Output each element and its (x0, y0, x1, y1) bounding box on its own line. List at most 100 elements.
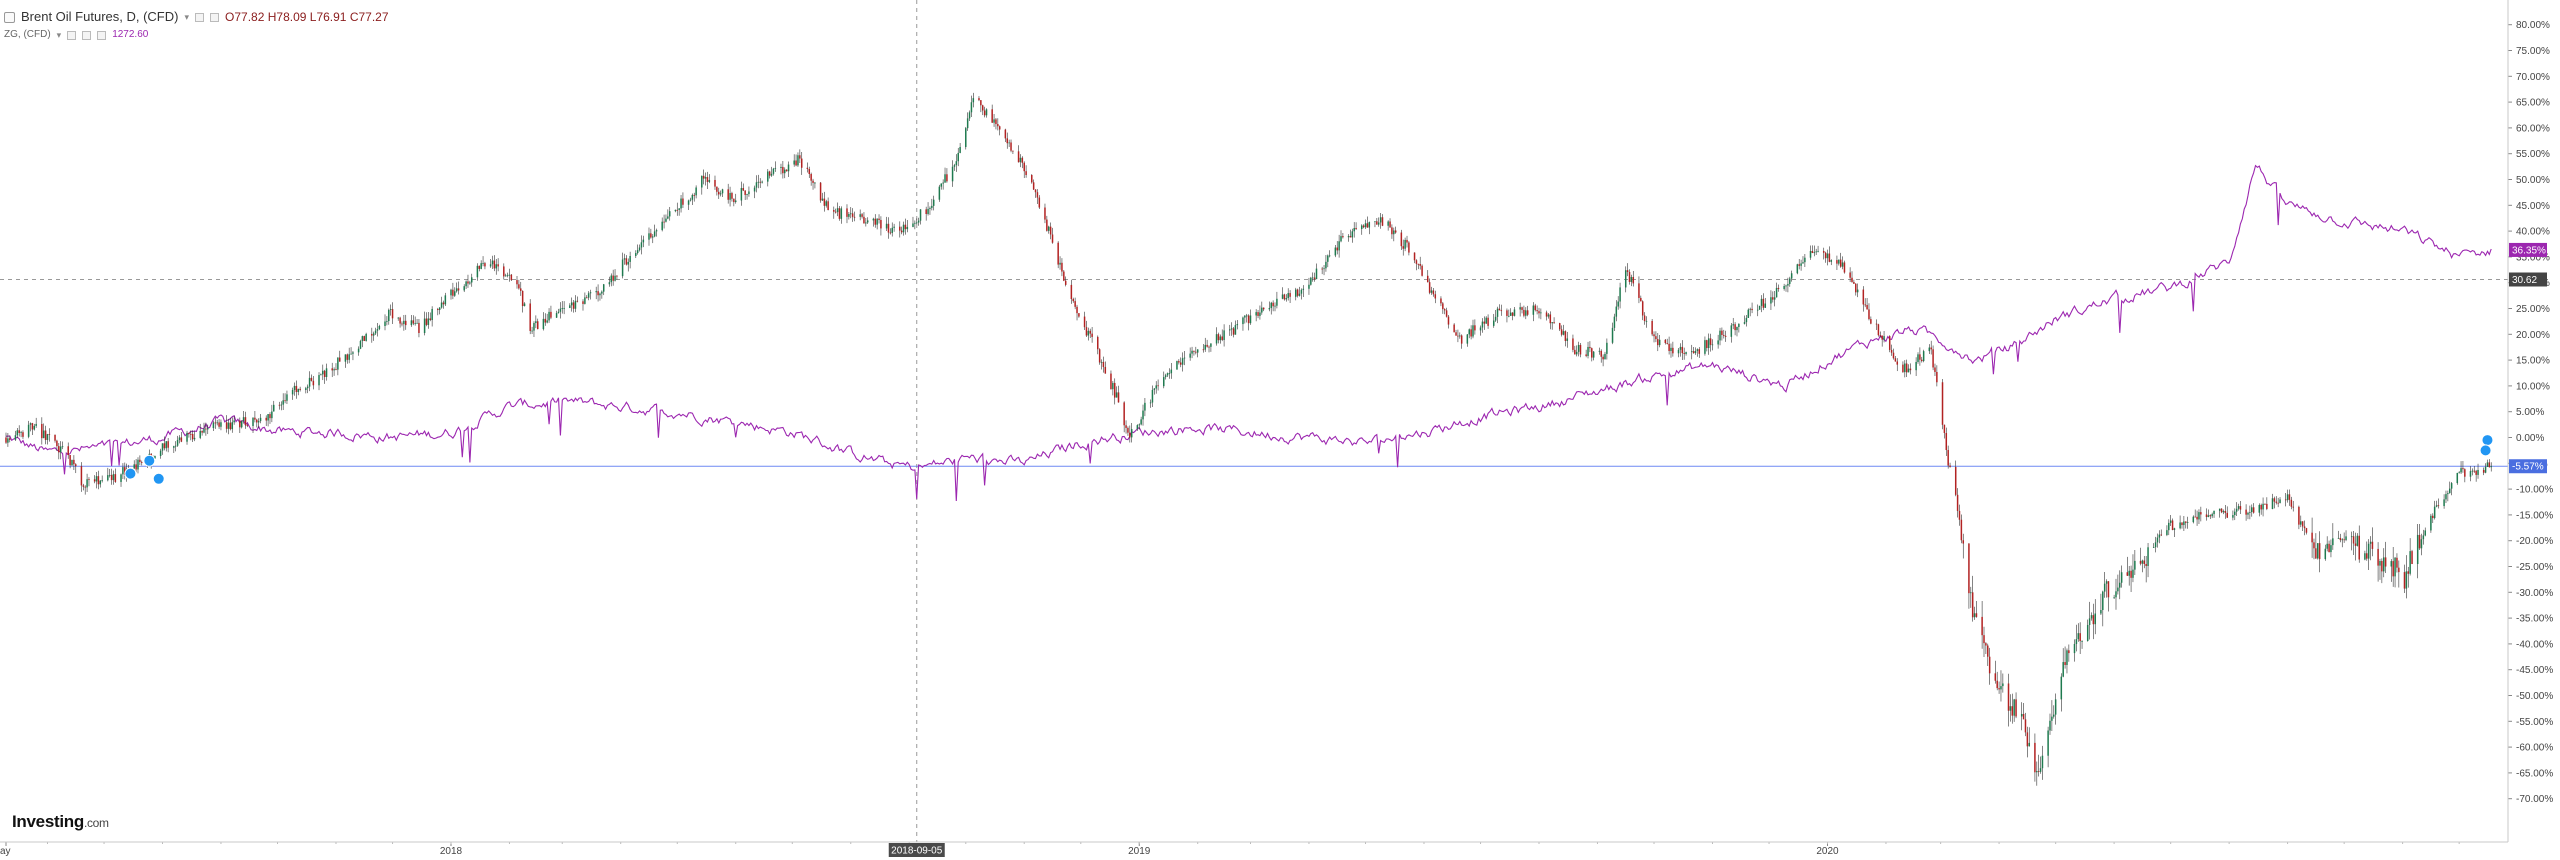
candle (1023, 161, 1025, 179)
y-tick-label: 10.00% (2516, 381, 2550, 392)
event-marker[interactable] (2481, 434, 2494, 447)
candle (1063, 269, 1065, 282)
candle (1006, 132, 1009, 149)
candle (2305, 527, 2308, 535)
candle (997, 118, 999, 131)
candle (531, 326, 533, 335)
candle (1643, 312, 1646, 325)
candle (744, 190, 746, 200)
chevron-down-icon[interactable]: ▾ (184, 12, 189, 22)
candle (734, 193, 737, 204)
event-marker[interactable] (124, 467, 137, 480)
candle (1163, 371, 1165, 389)
candle (1355, 222, 1357, 230)
settings-icon[interactable] (82, 30, 92, 40)
candle (1193, 350, 1195, 356)
candle (1785, 284, 1787, 292)
overlay-name[interactable]: ZG, (CFD) (4, 29, 51, 40)
visibility-toggle-icon[interactable] (67, 30, 77, 40)
candle (1117, 385, 1120, 403)
candle (1130, 422, 1133, 443)
candle (297, 388, 300, 396)
close-series-icon[interactable] (210, 12, 219, 22)
candle (2000, 670, 2002, 702)
series-settings-icon[interactable] (4, 11, 15, 23)
candle (925, 206, 927, 221)
legend-main-row: Brent Oil Futures, D, (CFD) ▾ O77.82 H78… (4, 8, 389, 26)
candle (770, 166, 773, 177)
candle (2066, 648, 2068, 674)
y-tick-label: 65.00% (2516, 98, 2550, 109)
close-series-icon[interactable] (97, 30, 107, 40)
overlay-value-badge-text: 36.35% (2512, 245, 2546, 256)
candle (1479, 325, 1482, 336)
candle (2081, 640, 2083, 649)
candle (2437, 498, 2440, 509)
candle (652, 234, 654, 244)
candle (2022, 703, 2025, 720)
candle (2075, 624, 2078, 652)
candle (889, 228, 892, 235)
candle (1694, 347, 1697, 355)
candle (1577, 341, 1580, 357)
candle (865, 218, 867, 227)
chevron-down-icon[interactable]: ▾ (56, 30, 62, 40)
candle (2039, 756, 2042, 774)
x-axis[interactable]: ay 2018 2019 2020 (0, 842, 2460, 857)
candle (1692, 346, 1695, 354)
candle (1553, 317, 1555, 324)
candle (1743, 315, 1746, 325)
candle (1617, 296, 1619, 310)
candle (1206, 339, 1208, 348)
candle (1274, 302, 1276, 312)
candle (176, 435, 179, 447)
candle (1098, 348, 1101, 365)
candle (2094, 599, 2097, 635)
candle (1883, 330, 1885, 343)
y-tick-label: 80.00% (2516, 20, 2550, 31)
candle (484, 261, 486, 270)
candle (271, 404, 273, 423)
candle (1954, 460, 1957, 497)
y-axis[interactable]: 80.00% 75.00% 70.00% 65.00% 60.00% 55.00% 50.0… (2508, 20, 2553, 805)
candle (1046, 215, 1048, 232)
candle (344, 354, 347, 368)
candle (2113, 594, 2115, 599)
candle (1870, 316, 1872, 325)
event-marker[interactable] (2479, 444, 2492, 457)
candle (1919, 347, 1921, 366)
visibility-toggle-icon[interactable] (195, 12, 204, 22)
candle (2447, 490, 2449, 502)
candle (1430, 286, 1433, 295)
candle (269, 412, 271, 424)
candle (1100, 359, 1103, 370)
candle (2211, 512, 2213, 519)
candle (2330, 539, 2332, 558)
candle (2237, 503, 2240, 511)
candle (827, 197, 829, 211)
candle (2086, 619, 2089, 642)
candle (1945, 427, 1948, 456)
candle (159, 448, 162, 459)
candle (1417, 263, 1420, 270)
candle (2207, 509, 2210, 518)
candle (1255, 309, 1257, 322)
candle (740, 181, 743, 206)
y-tick-label: -35.00% (2516, 614, 2553, 625)
candle (1381, 214, 1384, 227)
candle (478, 265, 481, 272)
candle (1670, 343, 1672, 358)
candle (1061, 258, 1063, 277)
event-marker[interactable] (152, 472, 165, 485)
candle (359, 339, 362, 350)
event-markers[interactable] (124, 434, 2494, 485)
candle (755, 175, 758, 193)
candle (1485, 316, 1487, 324)
candle (1034, 189, 1037, 198)
event-marker[interactable] (143, 454, 156, 467)
candle (1460, 334, 1463, 349)
candle (899, 221, 901, 238)
instrument-name[interactable]: Brent Oil Futures, D, (CFD) (21, 9, 179, 24)
